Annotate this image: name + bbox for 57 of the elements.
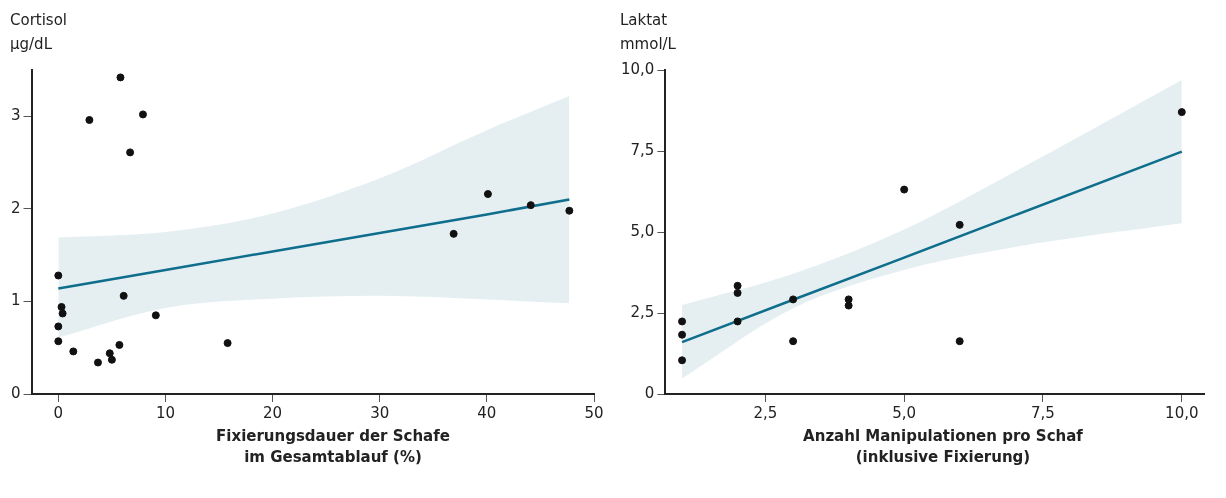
point <box>223 339 232 348</box>
point <box>54 337 63 346</box>
y-axis-title: Laktat mmol/L <box>619 10 677 55</box>
x-tick-label: 0 <box>53 403 64 422</box>
point <box>678 317 687 326</box>
point <box>565 206 574 215</box>
point <box>58 309 67 318</box>
point <box>900 185 909 194</box>
x-tick-label: 50 <box>584 403 604 422</box>
point <box>733 317 742 326</box>
point <box>955 337 964 346</box>
x-axis-title: Fixierungsdauer der Schafe im Gesamtablauf (%) <box>215 426 451 468</box>
x-tick-label: 10 <box>155 403 176 422</box>
point <box>789 295 798 304</box>
y-tick-label: 5,0 <box>630 221 655 240</box>
x-tick-label: 7,5 <box>1031 403 1055 422</box>
point <box>115 340 124 349</box>
x-tick-label: 5,0 <box>892 403 917 422</box>
point <box>1177 108 1186 117</box>
x-tick-label: 2,5 <box>753 403 778 422</box>
point <box>844 301 853 310</box>
point <box>678 356 687 365</box>
x-axis-title: Anzahl Manipulationen pro Schaf (inklusive Fixierung) <box>802 426 1084 468</box>
point <box>151 311 160 320</box>
point <box>54 271 63 280</box>
point <box>119 291 128 300</box>
point <box>733 288 742 297</box>
point <box>105 349 114 358</box>
y-axis-title: Cortisol µg/dL <box>9 10 69 55</box>
y-tick-label: 10,0 <box>620 59 655 78</box>
point <box>678 330 687 339</box>
point <box>955 220 964 229</box>
x-tick-label: 30 <box>370 403 390 422</box>
point <box>107 355 116 364</box>
point <box>789 337 798 346</box>
x-tick-label: 20 <box>263 403 283 422</box>
point <box>69 347 78 356</box>
y-tick-label: 2,5 <box>630 302 655 321</box>
y-tick-label: 2 <box>11 198 21 217</box>
x-tick-label: 10,0 <box>1165 403 1199 422</box>
point <box>138 110 147 119</box>
y-tick-label: 0 <box>11 383 21 402</box>
point <box>116 73 125 82</box>
y-tick-label: 7,5 <box>630 140 655 159</box>
point <box>449 229 458 238</box>
y-tick-label: 0 <box>644 383 655 402</box>
point <box>733 281 742 290</box>
y-tick-label: 3 <box>11 106 21 125</box>
point <box>57 302 66 311</box>
x-tick-label: 40 <box>477 403 497 422</box>
point <box>93 358 102 367</box>
point <box>126 148 135 157</box>
y-tick-label: 1 <box>11 291 21 310</box>
point <box>54 322 63 331</box>
point <box>85 115 94 124</box>
point <box>526 201 535 210</box>
point <box>483 190 492 199</box>
